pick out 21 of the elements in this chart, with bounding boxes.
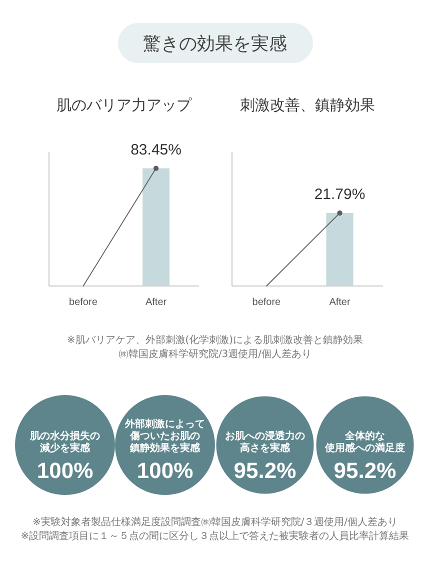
category-label: 肌の水分損失の減少を実感 [29,430,100,454]
category-label: お肌への浸透力の高さを実感 [225,430,305,454]
text: 驚きの効果を実感 [143,34,287,54]
data-label: 83.45% [130,141,182,158]
text: ㈱韓国皮膚科学研究院/3週使用/個人差あり [118,348,312,360]
chart-title: 刺激改善、鎮静効果 [240,96,375,114]
data-label: 21.79% [314,186,366,204]
data-label: 100% [36,458,94,483]
x-tick-label: before [252,297,282,308]
text: ※設問調査項目に１～５点の間に区分し３点以上で答えた被実験者の人員比率計算結果 [20,530,410,542]
chart-title: 肌のバリア力アップ [56,96,192,114]
category-label: 全体的な使用感への満足度 [324,430,405,454]
x-tick-label: After [145,297,168,308]
category-label: 外部刺激によって傷ついたお肌の鎮静効果を実感 [124,418,205,454]
x-tick-label: After [329,297,351,308]
x-tick-label: before [69,297,98,308]
data-label: 100% [136,458,194,483]
text: ※実験対象者製品仕様満足度設問調査㈱韓国皮膚科学研究院/３週使用/個人差あり [32,516,398,528]
data-label: 95.2% [234,458,296,483]
data-label: 95.2% [334,458,396,483]
text: ※肌バリアケア、外部刺激(化学刺激)による肌刺激改善と鎮静効果 [66,334,364,346]
